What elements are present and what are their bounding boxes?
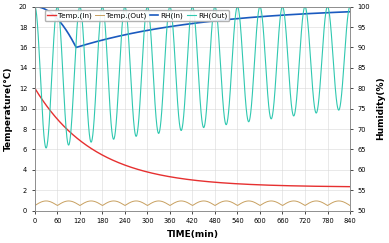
RH(In): [182, 23, 187, 26]
Line: RH(Out): RH(Out): [35, 7, 350, 148]
RH(Out): [338, 103, 343, 106]
Temp.(Out): [168, 204, 172, 207]
Line: Temp.(Out): Temp.(Out): [35, 201, 350, 206]
RH(Out): [168, 5, 172, 8]
Temp.(In): [338, 185, 343, 188]
Line: RH(In): RH(In): [35, 7, 350, 47]
RH(In): [348, 10, 352, 13]
Legend: Temp.(In), Temp.(Out), RH(In), RH(Out): Temp.(In), Temp.(Out), RH(In), RH(Out): [45, 10, 229, 21]
RH(In): [322, 11, 327, 14]
Temp.(Out): [156, 200, 161, 202]
RH(Out): [182, 102, 187, 104]
Temp.(Out): [348, 204, 352, 207]
Temp.(In): [165, 175, 170, 178]
RH(Out): [33, 5, 37, 8]
Temp.(Out): [338, 200, 343, 202]
Temp.(Out): [182, 200, 187, 203]
Temp.(In): [182, 178, 187, 181]
Y-axis label: Humidity(%): Humidity(%): [376, 77, 385, 140]
Temp.(In): [348, 185, 352, 188]
RH(In): [74, 46, 79, 49]
RH(Out): [165, 21, 170, 24]
Temp.(Out): [322, 202, 327, 205]
Temp.(In): [261, 183, 266, 186]
Y-axis label: Temperature(°C): Temperature(°C): [4, 66, 13, 151]
X-axis label: TIME(min): TIME(min): [166, 230, 219, 239]
Temp.(In): [167, 175, 172, 178]
RH(Out): [44, 147, 49, 149]
RH(In): [261, 15, 266, 18]
RH(Out): [348, 5, 352, 8]
Temp.(In): [33, 87, 37, 90]
RH(In): [33, 5, 37, 8]
Temp.(In): [322, 185, 327, 188]
RH(In): [338, 11, 343, 14]
RH(Out): [261, 36, 266, 39]
Temp.(Out): [33, 204, 37, 207]
Temp.(Out): [165, 202, 170, 205]
RH(In): [165, 26, 170, 28]
Temp.(Out): [261, 202, 266, 205]
RH(Out): [322, 20, 327, 23]
RH(In): [168, 25, 172, 28]
Line: Temp.(In): Temp.(In): [35, 88, 350, 187]
